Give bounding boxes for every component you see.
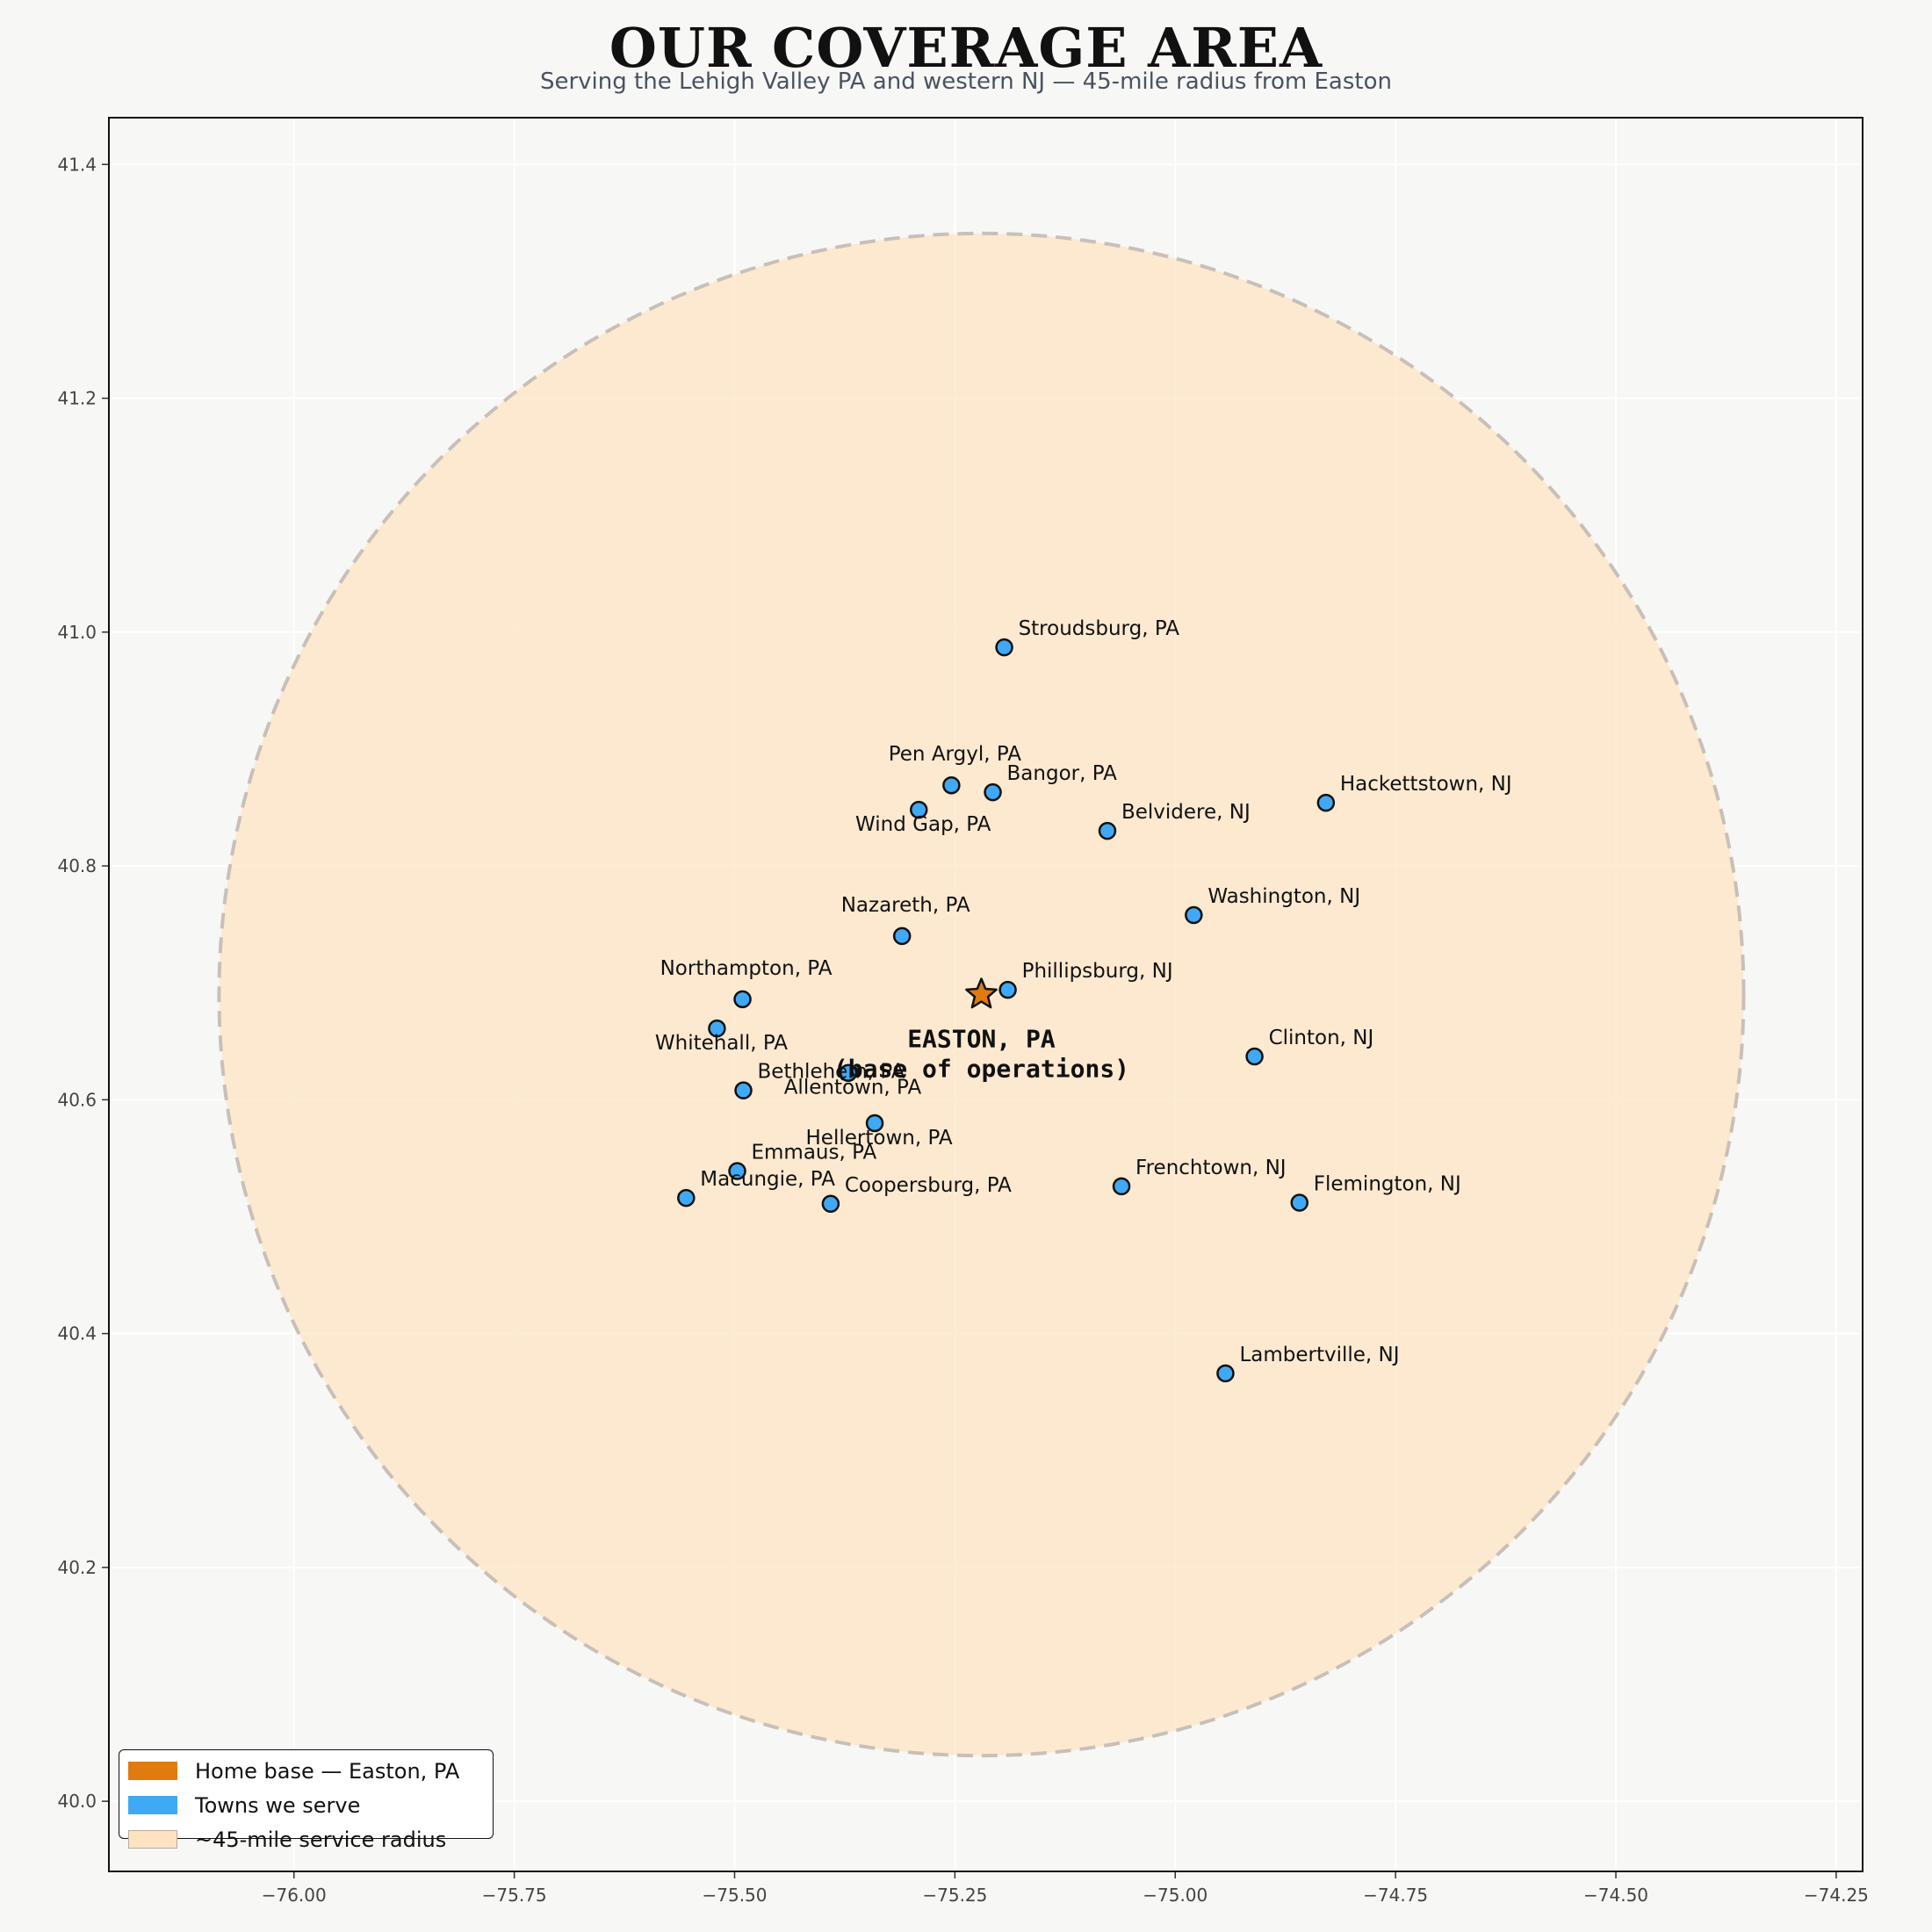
town-point [1216, 1364, 1235, 1383]
town-point [821, 1194, 840, 1214]
town-label: Pen Argyl, PA [889, 743, 1021, 766]
town-label: Coopersburg, PA [845, 1174, 1012, 1197]
town-point [1290, 1193, 1309, 1212]
town-point [995, 638, 1013, 657]
y-tick-label: 40.8 [57, 855, 97, 876]
x-tick-label: −75.25 [922, 1885, 987, 1906]
legend-item-towns: Towns we serve [119, 1788, 493, 1822]
x-tick-label: −75.50 [702, 1885, 767, 1906]
x-tick-label: −74.25 [1804, 1885, 1869, 1906]
town-point [942, 775, 961, 795]
legend-label-radius: ~45-mile service radius [195, 1827, 447, 1852]
town-label: Belvidere, NJ [1121, 801, 1251, 824]
town-point [733, 990, 752, 1009]
town-point [734, 1081, 753, 1099]
town-label: Whitehall, PA [655, 1032, 788, 1055]
axis-ticks: −76.00 −75.75 −75.50 −75.25 −75.00 −74.75 −74.… [57, 154, 1868, 1906]
town-point [1098, 821, 1117, 840]
town-point [1245, 1047, 1264, 1066]
home-base-label: (base of operations) [833, 1055, 1129, 1084]
town-label: Lambertville, NJ [1239, 1344, 1399, 1366]
y-tick-label: 40.4 [57, 1323, 97, 1344]
town-point [708, 1019, 726, 1038]
home-base-star [965, 977, 998, 1009]
chart-subtitle: Serving the Lehigh Valley PA and western… [539, 68, 1392, 95]
legend-swatch-home [128, 1762, 177, 1780]
town-label: Macungie, PA [700, 1168, 835, 1191]
town-label: Hackettstown, NJ [1340, 773, 1512, 796]
y-tick-label: 40.2 [57, 1557, 97, 1578]
town-label: Wind Gap, PA [855, 813, 991, 836]
legend-swatch-towns [128, 1796, 177, 1814]
town-label: Bethlehem, PA [758, 1061, 905, 1084]
town-label: Nazareth, PA [841, 894, 970, 917]
town-label: Bangor, PA [1007, 762, 1118, 785]
town-label: Hellertown, PA [806, 1127, 953, 1150]
town-label: Northampton, PA [660, 957, 833, 980]
town-point [1316, 793, 1336, 812]
town-point [677, 1188, 696, 1208]
y-tick-label: 41.2 [57, 388, 97, 409]
plot-frame [108, 117, 1864, 1872]
y-tick-label: 41.0 [57, 622, 97, 643]
town-label: Allentown, PA [784, 1077, 922, 1099]
town-label: Phillipsburg, NJ [1022, 960, 1173, 983]
y-tick-label: 40.6 [57, 1089, 97, 1110]
legend-item-home: Home base — Easton, PA [119, 1754, 493, 1788]
legend-label-towns: Towns we serve [195, 1792, 361, 1818]
town-label: Flemington, NJ [1314, 1172, 1461, 1195]
town-label: Washington, NJ [1208, 885, 1360, 908]
town-point [998, 980, 1017, 999]
town-point [1112, 1177, 1131, 1196]
legend-item-radius: ~45-mile service radius [119, 1822, 493, 1856]
home-base-label: EASTON, PA [907, 1025, 1056, 1054]
x-tick-label: −75.00 [1143, 1885, 1208, 1906]
home-base: EASTON, PA(base of operations) [833, 977, 1129, 1084]
town-point [909, 800, 928, 819]
chart-title: OUR COVERAGE AREA [609, 16, 1323, 80]
town-point [839, 1063, 858, 1082]
town-label: Frenchtown, NJ [1135, 1157, 1287, 1179]
x-tick-label: −75.75 [482, 1885, 547, 1906]
town-point [1185, 905, 1203, 925]
x-tick-label: −74.50 [1583, 1885, 1648, 1906]
town-point [865, 1114, 884, 1133]
x-tick-label: −74.75 [1363, 1885, 1428, 1906]
legend: Home base — Easton, PA Towns we serve ~4… [119, 1749, 494, 1852]
town-point [728, 1162, 746, 1180]
town-label: Clinton, NJ [1269, 1027, 1374, 1049]
town-label: Emmaus, PA [752, 1142, 877, 1164]
y-tick-label: 41.4 [57, 154, 97, 175]
town-point [984, 782, 1002, 802]
y-tick-label: 40.0 [57, 1791, 97, 1812]
legend-swatch-radius [128, 1830, 177, 1849]
x-tick-label: −76.00 [262, 1885, 327, 1906]
town-label: Stroudsburg, PA [1019, 617, 1180, 640]
town-point [892, 926, 912, 946]
legend-label-home: Home base — Easton, PA [195, 1758, 460, 1784]
